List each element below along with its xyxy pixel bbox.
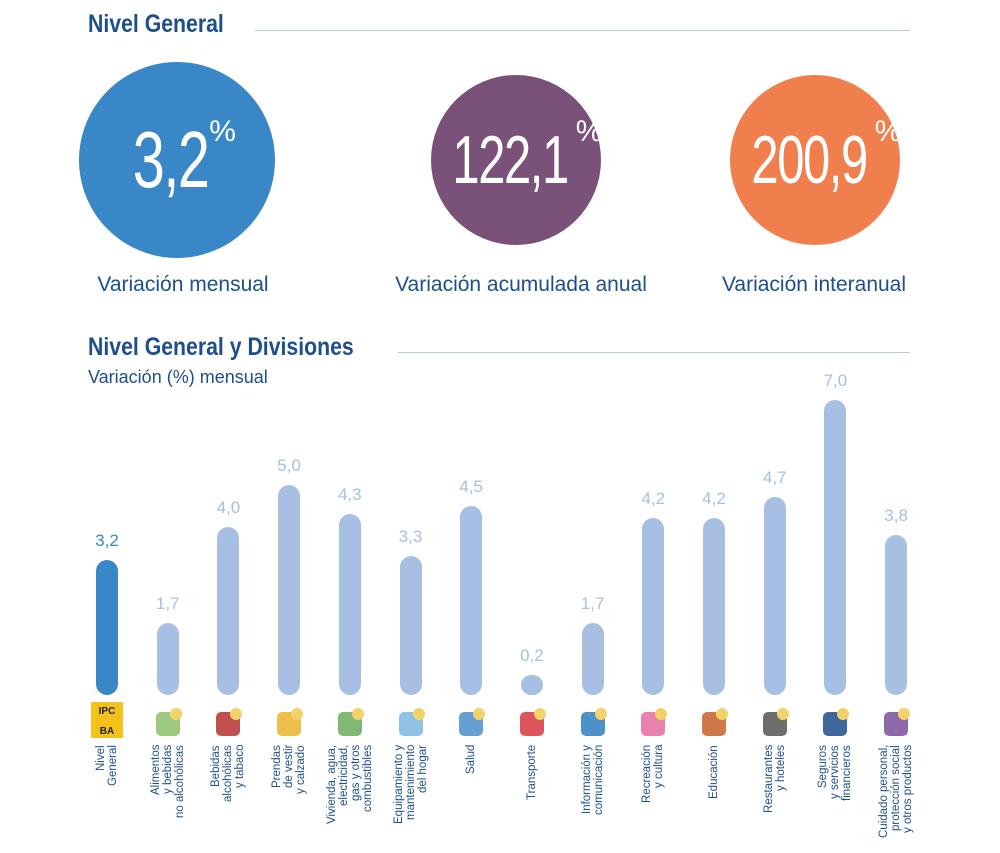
kpi-unit: % (209, 115, 236, 148)
data-label: 7,0 (823, 371, 848, 391)
chart-title: Nivel General y Divisiones (88, 333, 354, 361)
category-label: Recreación y cultura (641, 745, 666, 804)
kpi-unit: % (575, 115, 603, 148)
bar (156, 623, 179, 695)
data-label: 4,7 (762, 468, 787, 488)
category-label: Vivienda, agua, electricidad, gas y otro… (325, 745, 374, 825)
bar (642, 518, 665, 695)
computer-icon (573, 702, 613, 742)
kpi-label: Variación mensual (97, 273, 269, 296)
category-label: Transporte (525, 745, 538, 801)
category-label: Información y comunicación (580, 745, 605, 816)
bar (399, 556, 422, 695)
jacket-icon (269, 702, 309, 742)
divider (255, 30, 910, 31)
bar (217, 526, 240, 695)
section-title-general: Nivel General (88, 10, 224, 38)
category-label: Alimentos y bebidas no alcohólicas (149, 745, 186, 818)
restaurant-icon (755, 702, 795, 742)
kpi-unit: % (874, 115, 902, 148)
category-label: Seguros y servicios financieros (817, 745, 854, 801)
category-label: Salud (465, 745, 478, 775)
bar (96, 560, 118, 695)
theater-masks-icon (633, 702, 673, 742)
bar (278, 484, 301, 695)
data-label: 4,5 (459, 476, 483, 496)
food-icon (148, 702, 188, 742)
data-label: 4,2 (641, 489, 666, 509)
data-label: 1,7 (155, 594, 180, 614)
school-icon (694, 702, 734, 742)
category-label: Bebidas alcohólicas y tabaco (210, 745, 247, 802)
data-label: 0,2 (520, 646, 544, 665)
kpi-label: Variación interanual (721, 273, 907, 296)
category-label: Equipamiento y mantenimiento del hogar (392, 745, 429, 825)
kpi-value: 200,9 (751, 122, 868, 198)
category-label: Nivel General (95, 745, 119, 786)
data-label: 3,8 (884, 506, 908, 526)
bank-icon (815, 702, 855, 742)
data-label: 3,3 (398, 527, 423, 547)
kpi-interannual-circle: 200,9% (730, 75, 902, 245)
chart-subtitle: Variación (%) mensual (88, 367, 268, 387)
data-label: 3,2 (95, 531, 119, 551)
data-label: 5,0 (277, 455, 301, 475)
bar (824, 400, 847, 695)
kpi-value: 122,1 (452, 122, 569, 198)
category-label: Restaurantes y hoteles (762, 745, 787, 814)
data-label: 1,7 (580, 594, 605, 614)
category-label: Cuidado personal, protección social y ot… (878, 745, 915, 839)
bar (703, 518, 725, 695)
data-label: 4,0 (216, 497, 241, 517)
kpi-monthly-circle: 3,2% (79, 62, 275, 258)
bar (338, 513, 361, 695)
house-icon (330, 702, 370, 742)
bar (460, 505, 483, 695)
bottle-icon (208, 702, 248, 742)
divider (398, 352, 910, 353)
doctor-icon (451, 702, 491, 742)
category-label: Educación (708, 745, 720, 799)
bar (581, 623, 604, 695)
kpi-annual-cumulative-circle: 122,1% (431, 75, 603, 245)
kpi-label: Variación acumulada anual (395, 273, 647, 296)
ipc-logo-icon: IPC BA (91, 702, 123, 738)
bar (520, 675, 543, 695)
bar (885, 535, 908, 695)
category-label: Prendas de vestir y calzado (271, 745, 308, 794)
washing-machine-icon (391, 702, 431, 742)
car-plane-icon (512, 702, 552, 742)
bar (763, 497, 786, 695)
data-label: 4,3 (337, 484, 362, 504)
kpi-value: 3,2 (132, 115, 210, 204)
cosmetics-icon (876, 702, 916, 742)
data-label: 4,2 (702, 489, 726, 509)
